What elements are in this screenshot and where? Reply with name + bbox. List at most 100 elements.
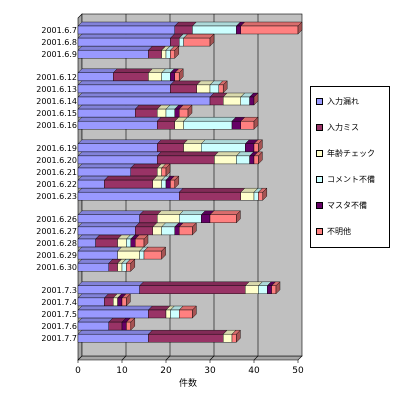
bar-segment-top [77,46,153,51]
bar-end-cap [236,329,241,343]
bar-segment [174,72,180,82]
bar-end-cap [126,293,131,307]
bar-segment-top [169,80,202,86]
bar-segment [95,238,118,248]
bar-segment [77,285,140,294]
legend-item: 入力ミス [316,121,359,133]
bar-segment [244,143,255,153]
bar-end-cap [165,163,171,177]
legend-swatch [316,201,323,209]
bar-segment-top [191,21,241,27]
bar-segment [112,297,118,307]
bar-segment [156,143,184,153]
x-tick-label: 0 [75,366,81,376]
bar-segment-top [77,21,180,27]
bar-segment [126,263,132,272]
bar-segment [77,167,131,177]
category-label: 2001.6.12 [36,73,77,82]
x-axis-label: 件数 [179,377,197,389]
bar-segment [117,250,140,260]
bar-segment [143,250,162,260]
bar-segment [148,334,224,343]
category-label: 2001.6.16 [36,121,77,130]
bar-end-cap [209,33,215,47]
bar-end-cap [178,68,184,82]
legend-swatch [316,149,323,157]
bar-end-cap [161,246,166,260]
bar-segment [231,120,242,130]
bar-segment [139,285,246,294]
bar-segment-top [139,281,250,286]
bar-segment-top [77,210,145,216]
bar-end-cap [130,258,136,272]
bar-segment [253,143,259,153]
bar-segment [236,25,241,35]
bar-segment [231,334,237,343]
bar-segment-top [77,222,140,228]
bar-segment [170,72,175,82]
bar-segment [170,84,197,94]
legend-item: コメント不備 [316,173,375,185]
gridline [253,355,259,361]
bar-segment [77,214,140,224]
category-label: 2001.6.14 [36,97,77,106]
bar-segment [77,108,136,118]
bar-end-cap [258,151,263,165]
bar-segment [240,191,255,201]
bar-segment [183,120,233,130]
bar-segment-top [77,317,114,323]
gridline [165,355,171,361]
bar-segment [267,285,272,294]
bar-segment [156,120,175,130]
bar-segment-top [77,187,184,193]
bar-segment [161,179,167,189]
bar-segment-top [77,33,175,39]
bar-segment-top [77,246,123,252]
bar-segment [152,226,162,236]
bar-segment [77,84,171,94]
category-label: 2001.6.21 [36,168,77,177]
bar-segment-top [77,163,136,169]
category-label: 2001.6.8 [41,38,77,47]
bar-segment [126,238,132,248]
bar-segment-top [77,305,153,311]
bar-segment [121,321,127,331]
bar-segment [161,167,167,177]
bar-segment [192,25,237,35]
category-label: 2001.6.27 [36,227,77,236]
x-tick-label: 30 [204,366,216,376]
bar-segment-top [134,104,162,110]
bar-segment-top [77,139,162,145]
bar-segment [148,50,162,59]
bar-segment [253,155,259,165]
legend-item: 入力漏れ [316,95,359,107]
legend-swatch [316,175,323,183]
category-label: 2001.6.15 [36,109,77,118]
bar-segment [77,143,158,153]
category-label: 2001.7.3 [41,286,77,295]
legend-item: マスタ不備 [316,199,367,211]
bar-segment [200,214,211,224]
bar-segment [77,120,158,130]
bar-segment [121,263,127,272]
bar-end-cap [275,281,281,295]
legend-label: 年齢チェック [327,148,375,158]
bar-end-cap [130,317,136,331]
bar-segment [161,72,171,82]
bar-segment-top [178,210,206,216]
bar-segment [156,108,167,118]
bar-segment-top [77,151,162,157]
legend-item: 年齢チェック [316,147,375,159]
bar-segment [240,96,250,106]
bar-segment [130,238,136,248]
bar-segment [77,238,96,248]
bar-end-cap [222,80,228,94]
bar-segment [178,108,189,118]
bar-segment [165,309,171,319]
bar-segment [170,309,180,319]
bar-segment-top [77,104,140,110]
bar-segment [77,297,105,307]
bar-segment [117,297,123,307]
bar-segment [165,179,171,189]
